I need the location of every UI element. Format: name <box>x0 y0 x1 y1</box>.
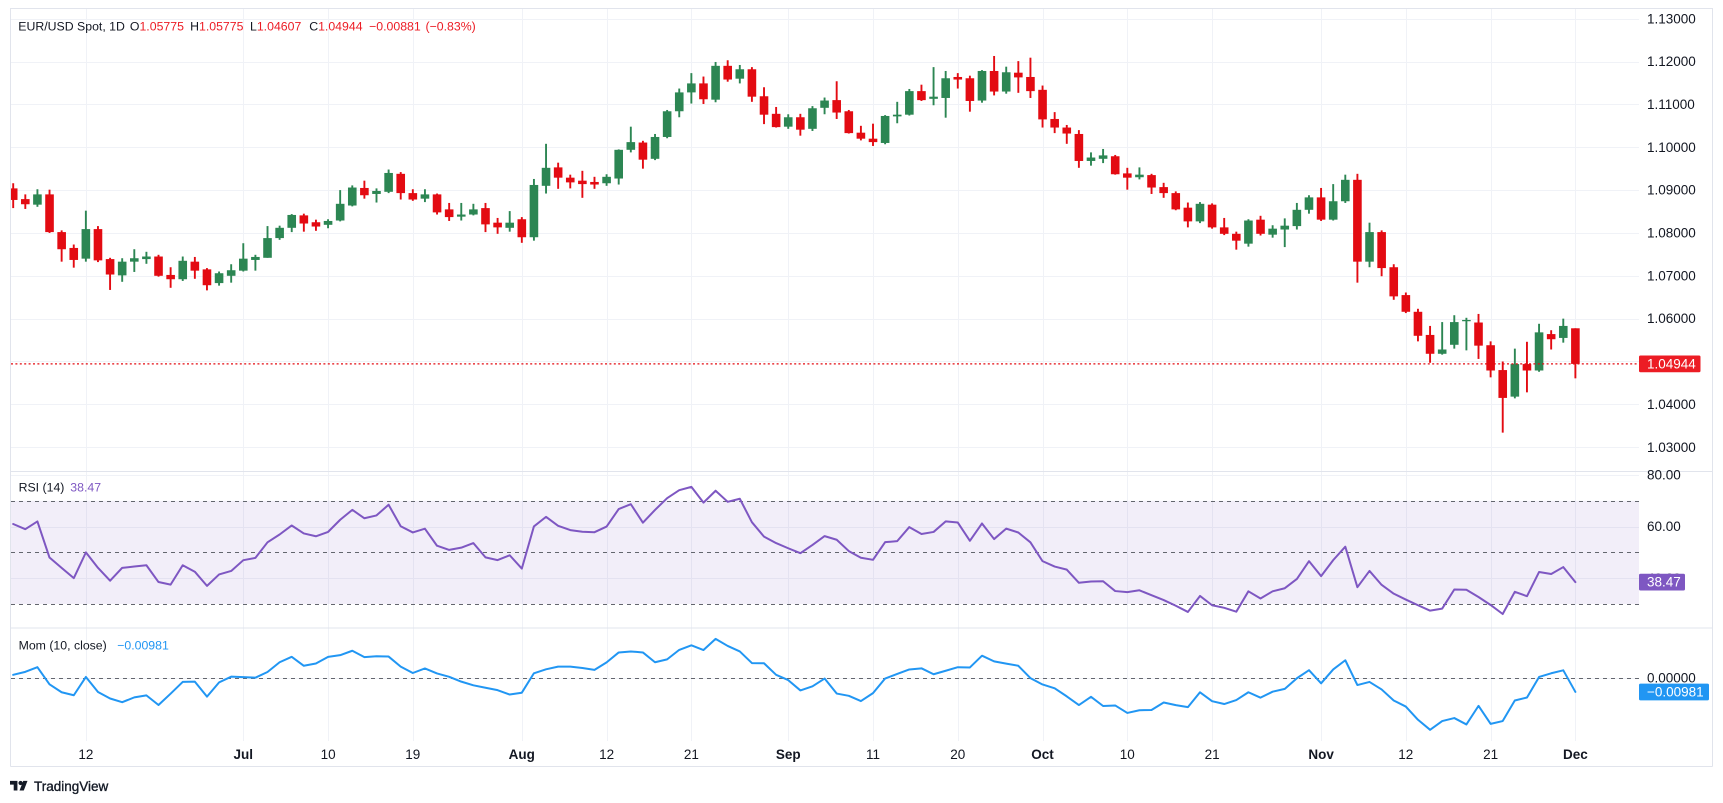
svg-text:1.06000: 1.06000 <box>1647 311 1696 326</box>
svg-text:10: 10 <box>321 747 336 762</box>
svg-text:RSI (14): RSI (14) <box>19 480 65 494</box>
svg-text:0.00000: 0.00000 <box>1647 671 1696 686</box>
svg-text:O1.05775: O1.05775 <box>130 19 184 33</box>
svg-text:−0.00981: −0.00981 <box>117 638 169 652</box>
svg-text:Dec: Dec <box>1563 747 1588 762</box>
svg-text:38.47: 38.47 <box>70 480 101 494</box>
svg-text:1.11000: 1.11000 <box>1647 97 1695 112</box>
svg-text:21: 21 <box>1205 747 1220 762</box>
svg-text:EUR/USD Spot, 1D: EUR/USD Spot, 1D <box>18 19 125 33</box>
svg-text:L1.04607: L1.04607 <box>250 19 301 33</box>
svg-text:12: 12 <box>599 747 614 762</box>
svg-text:60.00: 60.00 <box>1647 519 1681 534</box>
svg-text:1.08000: 1.08000 <box>1647 226 1696 241</box>
svg-text:20: 20 <box>950 747 965 762</box>
svg-text:Sep: Sep <box>776 747 801 762</box>
svg-text:19: 19 <box>405 747 420 762</box>
svg-text:TradingView: TradingView <box>34 779 109 794</box>
svg-text:21: 21 <box>1483 747 1498 762</box>
svg-text:11: 11 <box>866 747 880 762</box>
svg-text:1.09000: 1.09000 <box>1647 183 1696 198</box>
svg-text:38.47: 38.47 <box>1647 575 1681 590</box>
svg-text:12: 12 <box>1398 747 1413 762</box>
svg-text:Mom (10, close): Mom (10, close) <box>19 638 107 652</box>
svg-text:Oct: Oct <box>1031 747 1054 762</box>
svg-text:Jul: Jul <box>234 747 254 762</box>
svg-text:−0.00981: −0.00981 <box>1647 685 1704 700</box>
svg-text:1.12000: 1.12000 <box>1647 54 1696 69</box>
svg-text:10: 10 <box>1120 747 1135 762</box>
svg-text:12: 12 <box>78 747 93 762</box>
svg-text:H1.05775: H1.05775 <box>190 19 244 33</box>
svg-text:1.07000: 1.07000 <box>1647 268 1696 283</box>
svg-text:Aug: Aug <box>509 747 535 762</box>
svg-text:1.04000: 1.04000 <box>1647 397 1696 412</box>
svg-text:1.13000: 1.13000 <box>1647 11 1696 26</box>
svg-text:C1.04944: C1.04944 <box>309 19 363 33</box>
svg-text:21: 21 <box>684 747 699 762</box>
svg-text:1.03000: 1.03000 <box>1647 440 1696 455</box>
svg-text:1.10000: 1.10000 <box>1647 140 1696 155</box>
svg-text:80.00: 80.00 <box>1647 468 1681 483</box>
svg-text:1.04944: 1.04944 <box>1647 357 1696 372</box>
svg-text:Nov: Nov <box>1308 747 1334 762</box>
svg-text:−0.00881: −0.00881 <box>369 19 421 33</box>
svg-text:(−0.83%): (−0.83%) <box>426 19 476 33</box>
